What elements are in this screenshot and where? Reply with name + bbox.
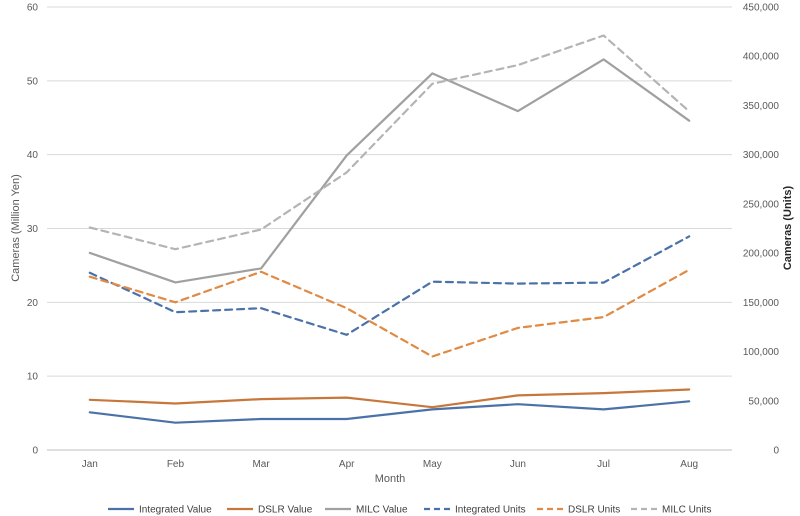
x-axis-title: Month: [375, 473, 406, 485]
legend-item-dslr-units: DSLR Units: [537, 505, 620, 516]
legend-label: DSLR Units: [568, 505, 620, 516]
legend: Integrated Value DSLR Value MILC Value Inte…: [108, 505, 711, 516]
x-tick-label: Jan: [82, 459, 98, 470]
right-tick-label: 400,000: [743, 52, 780, 63]
series-line-integrated-units: [88, 235, 691, 336]
left-axis-title: Cameras (Million Yen): [10, 174, 22, 282]
series-lines: [88, 34, 691, 424]
right-tick-label: 200,000: [743, 249, 780, 260]
right-axis-ticks: 0 50,000 100,000 150,000 200,000 250,000 300,0…: [743, 3, 780, 457]
left-tick-label: 0: [32, 446, 38, 457]
legend-item-integrated-units: Integrated Units: [424, 505, 526, 516]
legend-label: MILC Units: [662, 505, 711, 516]
right-tick-label: 50,000: [748, 396, 779, 407]
legend-label: DSLR Value: [258, 505, 313, 516]
series-line-dslr-value: [88, 388, 691, 409]
legend-item-milc-units: MILC Units: [631, 505, 711, 516]
left-tick-label: 40: [27, 150, 39, 161]
left-tick-label: 30: [27, 224, 39, 235]
x-tick-label: Jun: [510, 459, 526, 470]
left-tick-label: 50: [27, 76, 39, 87]
gridlines: [47, 6, 732, 451]
left-tick-label: 10: [27, 372, 39, 383]
right-tick-label: 250,000: [743, 199, 780, 210]
left-tick-label: 20: [27, 298, 39, 309]
legend-item-dslr-value: DSLR Value: [227, 505, 313, 516]
x-tick-label: Aug: [680, 459, 698, 470]
right-tick-label: 150,000: [743, 298, 780, 309]
x-tick-label: Apr: [339, 459, 355, 470]
x-tick-label: Mar: [252, 459, 270, 470]
x-axis-ticks: Jan Feb Mar Apr May Jun Jul Aug: [82, 459, 698, 470]
left-axis-ticks: 0 10 20 30 40 50 60: [27, 3, 39, 457]
right-tick-label: 350,000: [743, 101, 780, 112]
right-tick-label: 100,000: [743, 347, 780, 358]
legend-item-integrated-value: Integrated Value: [108, 505, 212, 516]
legend-item-milc-value: MILC Value: [325, 505, 408, 516]
right-axis-title: Cameras (Units): [782, 185, 794, 270]
right-tick-label: 300,000: [743, 150, 780, 161]
legend-label: Integrated Value: [139, 505, 212, 516]
right-tick-label: 450,000: [743, 3, 780, 14]
right-tick-label: 0: [773, 446, 779, 457]
series-line-integrated-value: [88, 400, 691, 424]
legend-label: MILC Value: [356, 505, 408, 516]
series-line-milc-units: [88, 34, 691, 251]
x-tick-label: May: [423, 459, 442, 470]
left-tick-label: 60: [27, 3, 39, 14]
x-tick-label: Jul: [597, 459, 610, 470]
legend-label: Integrated Units: [455, 505, 526, 516]
series-line-milc-value: [88, 58, 691, 284]
series-line-dslr-units: [88, 268, 691, 358]
x-tick-label: Feb: [167, 459, 185, 470]
